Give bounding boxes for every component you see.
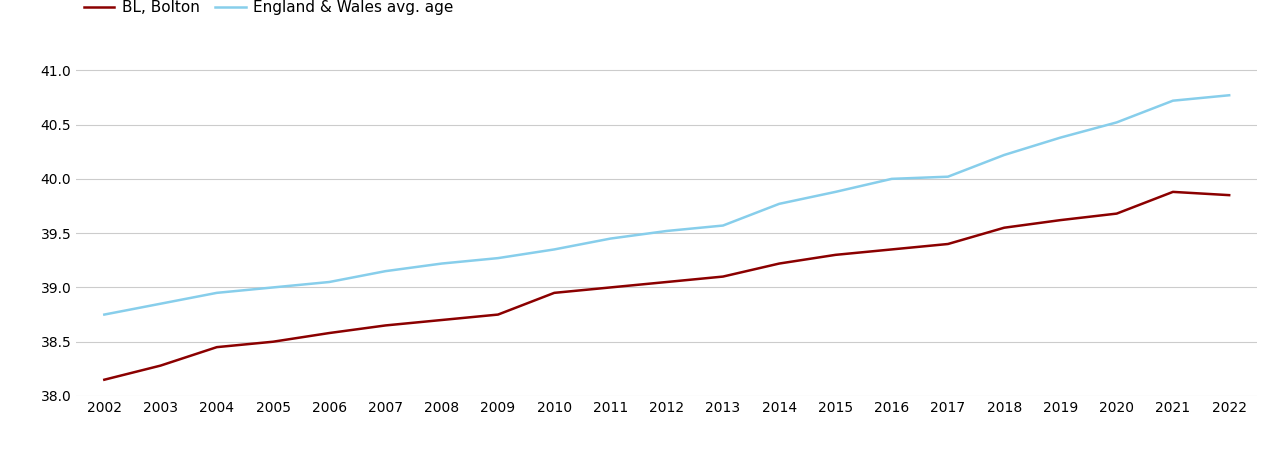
Line: BL, Bolton: BL, Bolton <box>104 192 1229 380</box>
Line: England & Wales avg. age: England & Wales avg. age <box>104 95 1229 315</box>
England & Wales avg. age <box>884 176 899 181</box>
BL, Bolton <box>97 377 112 382</box>
England & Wales avg. age <box>659 228 674 234</box>
England & Wales avg. age <box>97 312 112 317</box>
Legend: BL, Bolton, England & Wales avg. age: BL, Bolton, England & Wales avg. age <box>84 0 453 15</box>
BL, Bolton <box>1109 211 1124 216</box>
England & Wales avg. age <box>1166 98 1181 104</box>
England & Wales avg. age <box>1109 120 1124 125</box>
BL, Bolton <box>603 285 618 290</box>
England & Wales avg. age <box>940 174 955 180</box>
BL, Bolton <box>434 317 450 323</box>
England & Wales avg. age <box>546 247 561 252</box>
BL, Bolton <box>321 330 337 336</box>
England & Wales avg. age <box>321 279 337 285</box>
England & Wales avg. age <box>715 223 730 228</box>
BL, Bolton <box>772 261 787 266</box>
BL, Bolton <box>546 290 561 296</box>
BL, Bolton <box>1222 193 1237 198</box>
BL, Bolton <box>997 225 1012 230</box>
England & Wales avg. age <box>1222 93 1237 98</box>
BL, Bolton <box>940 241 955 247</box>
England & Wales avg. age <box>152 301 168 306</box>
England & Wales avg. age <box>378 269 394 274</box>
England & Wales avg. age <box>434 261 450 266</box>
BL, Bolton <box>152 363 168 368</box>
England & Wales avg. age <box>210 290 225 296</box>
BL, Bolton <box>884 247 899 252</box>
England & Wales avg. age <box>603 236 618 241</box>
BL, Bolton <box>659 279 674 285</box>
England & Wales avg. age <box>1053 135 1068 140</box>
BL, Bolton <box>265 339 281 344</box>
England & Wales avg. age <box>997 152 1012 158</box>
England & Wales avg. age <box>828 189 843 194</box>
BL, Bolton <box>378 323 394 328</box>
BL, Bolton <box>1166 189 1181 194</box>
England & Wales avg. age <box>772 201 787 207</box>
England & Wales avg. age <box>490 256 505 261</box>
BL, Bolton <box>490 312 505 317</box>
BL, Bolton <box>715 274 730 279</box>
BL, Bolton <box>828 252 843 257</box>
England & Wales avg. age <box>265 285 281 290</box>
BL, Bolton <box>1053 217 1068 223</box>
BL, Bolton <box>210 344 225 350</box>
